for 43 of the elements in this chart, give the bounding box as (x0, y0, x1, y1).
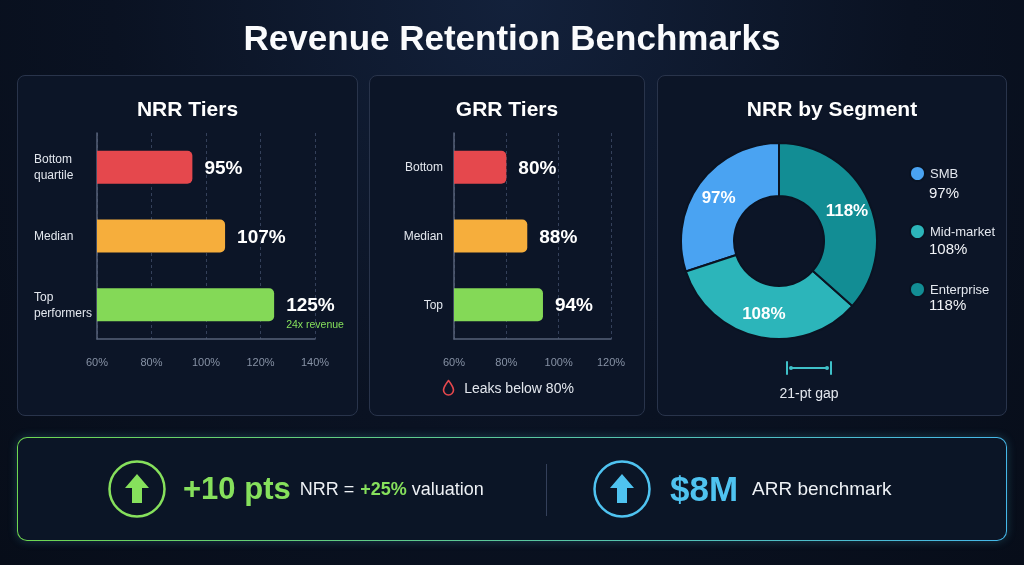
x-tick-label: 80% (140, 355, 163, 368)
data-label: 94% (554, 294, 594, 316)
x-tick-label: 140% (300, 355, 330, 368)
text: +25% (360, 478, 407, 500)
text: +10 pts (183, 471, 291, 507)
text: 118% (825, 200, 869, 220)
x-tick-label: 60% (85, 355, 109, 368)
x-tick-label: 100% (544, 355, 573, 368)
annotation: 24x revenue (286, 318, 345, 331)
legend-label: SMB (930, 166, 959, 181)
text: NRR = (299, 478, 355, 500)
data-label: 80% (518, 156, 557, 178)
data-label: 125% (286, 294, 335, 316)
y-tick-label: Median (34, 229, 74, 243)
data-label: 97% (701, 187, 736, 207)
text: 21-pt gap (779, 385, 839, 401)
text: Leaks below 80% (464, 379, 574, 396)
text: 97% (929, 184, 960, 201)
y-tick-label: Top (423, 297, 444, 312)
chart-title: NRR Tiers (136, 97, 239, 120)
x-tick-label: 120% (246, 355, 275, 368)
text: valuation (411, 478, 484, 500)
legend-label: Mid-market (930, 224, 996, 239)
data-label: 107% (237, 225, 286, 247)
text: $8M (670, 469, 739, 509)
chart-title: GRR Tiers (455, 97, 559, 120)
x-tick-label: 120% (596, 355, 626, 368)
x-tick-label: 100% (191, 355, 221, 368)
data-label: 88% (539, 225, 578, 247)
y-tick-label: Bottom quartile (34, 152, 76, 183)
x-tick-label: 60% (442, 355, 466, 368)
text: ARR benchmark (752, 478, 892, 500)
chart-title: NRR by Segment (746, 97, 918, 120)
data-label: 118% (929, 296, 967, 313)
text: Revenue Retention Benchmarks (242, 17, 782, 59)
text: 108% (929, 240, 968, 257)
legend-label: Enterprise (930, 282, 990, 297)
y-tick-label: Median (403, 229, 443, 243)
x-tick-label: 80% (495, 355, 518, 368)
y-tick-label: Top performers (34, 289, 93, 320)
data-label: 95% (204, 156, 243, 178)
data-label: 108% (742, 304, 786, 324)
y-tick-label: Bottom (404, 160, 443, 175)
